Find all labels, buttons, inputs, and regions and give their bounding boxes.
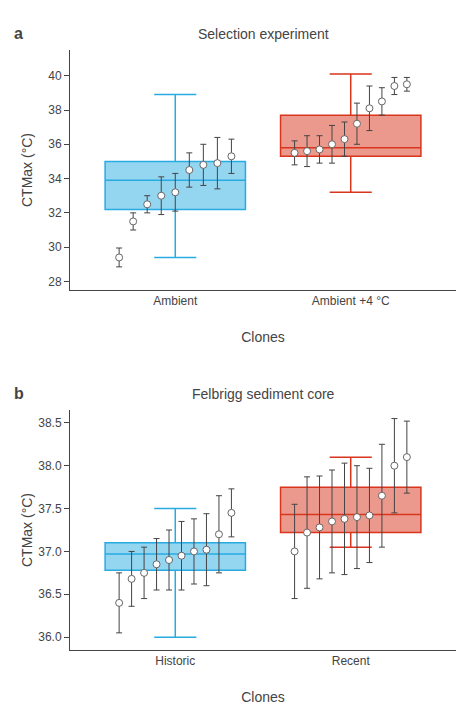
svg-text:Clones: Clones bbox=[241, 329, 285, 345]
svg-text:30: 30 bbox=[48, 240, 62, 254]
svg-text:40: 40 bbox=[48, 69, 62, 83]
svg-text:36.0: 36.0 bbox=[38, 630, 62, 644]
svg-text:34: 34 bbox=[48, 172, 62, 186]
svg-text:Felbrigg sediment core: Felbrigg sediment core bbox=[192, 386, 335, 402]
svg-text:37.0: 37.0 bbox=[38, 545, 62, 559]
svg-text:38.0: 38.0 bbox=[38, 459, 62, 473]
svg-text:38: 38 bbox=[48, 103, 62, 117]
svg-text:Ambient: Ambient bbox=[153, 294, 198, 308]
svg-text:36.5: 36.5 bbox=[38, 587, 62, 601]
svg-text:37.5: 37.5 bbox=[38, 502, 62, 516]
svg-text:Recent: Recent bbox=[332, 654, 371, 668]
svg-text:Historic: Historic bbox=[155, 654, 195, 668]
svg-text:Clones: Clones bbox=[241, 689, 285, 705]
svg-text:28: 28 bbox=[48, 275, 62, 289]
svg-text:a: a bbox=[14, 25, 23, 42]
svg-text:CTMax (°C): CTMax (°C) bbox=[19, 133, 35, 207]
svg-text:Ambient +4 °C: Ambient +4 °C bbox=[312, 294, 390, 308]
svg-text:b: b bbox=[14, 385, 24, 402]
svg-text:36: 36 bbox=[48, 137, 62, 151]
svg-text:Selection experiment: Selection experiment bbox=[198, 26, 329, 42]
svg-text:38.5: 38.5 bbox=[38, 416, 62, 430]
svg-text:CTMax (°C): CTMax (°C) bbox=[19, 493, 35, 567]
svg-text:32: 32 bbox=[48, 206, 62, 220]
